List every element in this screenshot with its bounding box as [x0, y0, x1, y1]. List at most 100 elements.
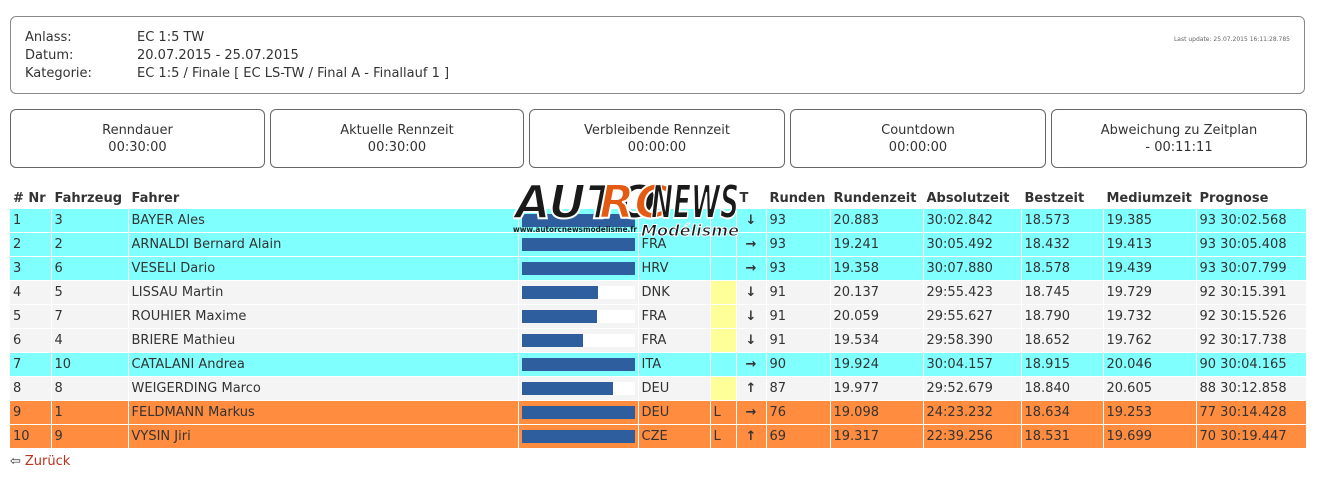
laps-cell: 69	[766, 424, 831, 449]
progress-bar	[521, 238, 635, 251]
medium-time-cell: 19.253	[1103, 400, 1197, 425]
abs-time-cell: 29:55.423	[923, 280, 1022, 305]
progress-bar-fill	[521, 430, 635, 443]
pos-cell: 3	[10, 256, 52, 281]
timer-label: Countdown	[881, 123, 955, 138]
col-prognose[interactable]: Prognose	[1196, 188, 1307, 209]
medium-time-cell: 20.605	[1103, 376, 1197, 401]
nr-cell: 9	[51, 424, 129, 449]
lap-time-cell: 19.241	[830, 232, 924, 257]
country-cell	[638, 209, 711, 233]
last-update: Last update: 25.07.2015 16:11:28.785	[1173, 36, 1290, 43]
best-time-cell: 18.634	[1021, 400, 1104, 425]
trend-arrow-cell: ↓	[736, 280, 767, 305]
country-cell: HRV	[638, 256, 711, 281]
progress-bar-fill	[521, 310, 598, 323]
abs-time-cell: 30:04.157	[923, 352, 1022, 377]
best-time-cell: 18.578	[1021, 256, 1104, 281]
flag-cell	[710, 232, 737, 257]
driver-cell: CATALANI Andrea	[128, 352, 519, 377]
driver-cell: WEIGERDING Marco	[128, 376, 519, 401]
nr-cell: 2	[51, 232, 129, 257]
nr-cell: 6	[51, 256, 129, 281]
pos-cell: 1	[10, 209, 52, 233]
lap-time-cell: 19.358	[830, 256, 924, 281]
prognose-cell: 92 30:17.738	[1196, 328, 1307, 353]
medium-time-cell: 19.729	[1103, 280, 1197, 305]
timer-value: - 00:11:11	[1145, 140, 1213, 155]
nr-cell: 5	[51, 280, 129, 305]
col-trend[interactable]: T	[736, 188, 767, 209]
col-nr[interactable]: # Nr	[10, 188, 52, 209]
back-link[interactable]: ⇦ Zurück	[10, 454, 70, 469]
timer-aktuelle-rennzeit: Aktuelle Rennzeit 00:30:00	[270, 109, 524, 168]
table-row: 10 9 VYSIN Jiri CZE L ↑ 69 19.317 22:39.256 18.53…	[10, 424, 1307, 449]
flag-cell	[710, 304, 737, 329]
pos-cell: 2	[10, 232, 52, 257]
col-flag	[710, 188, 737, 209]
col-fahrer[interactable]: Fahrer	[128, 188, 519, 209]
nr-cell: 10	[51, 352, 129, 377]
driver-cell: FELDMANN Markus	[128, 400, 519, 425]
best-time-cell: 18.531	[1021, 424, 1104, 449]
prognose-cell: 93 30:05.408	[1196, 232, 1307, 257]
prognose-cell: 93 30:07.799	[1196, 256, 1307, 281]
flag-cell	[710, 209, 737, 233]
progress-bar	[521, 430, 635, 443]
medium-time-cell: 19.732	[1103, 304, 1197, 329]
flag-cell	[710, 280, 737, 305]
col-fahrzeug[interactable]: Fahrzeug	[51, 188, 129, 209]
timer-label: Aktuelle Rennzeit	[340, 123, 454, 138]
progress-bar	[521, 214, 635, 227]
kategorie-value: EC 1:5 / Finale [ EC LS-TW / Final A - F…	[137, 66, 450, 81]
trend-arrow-cell: ↓	[736, 209, 767, 233]
col-runden[interactable]: Runden	[766, 188, 831, 209]
lap-time-cell: 19.977	[830, 376, 924, 401]
progress-bar	[521, 262, 635, 275]
driver-cell: ROUHIER Maxime	[128, 304, 519, 329]
prognose-cell: 93 30:02.568	[1196, 209, 1307, 233]
progress-bar-fill	[521, 358, 635, 371]
kategorie-row: Kategorie: EC 1:5 / Finale [ EC LS-TW / F…	[25, 65, 449, 83]
country-cell: FRA	[638, 304, 711, 329]
col-mediumzeit[interactable]: Mediumzeit	[1103, 188, 1197, 209]
progress-cell	[518, 376, 639, 401]
best-time-cell: 18.915	[1021, 352, 1104, 377]
flag-cell	[710, 328, 737, 353]
table-row: 5 7 ROUHIER Maxime FRA ↓ 91 20.059 29:55.627 18.…	[10, 304, 1307, 329]
progress-bar-fill	[521, 286, 599, 299]
anlass-label: Anlass:	[25, 30, 72, 45]
best-time-cell: 18.790	[1021, 304, 1104, 329]
flag-cell: L	[710, 400, 737, 425]
table-row: 3 6 VESELI Dario HRV → 93 19.358 30:07.880 18.57…	[10, 256, 1307, 281]
event-info-box: Anlass: EC 1:5 TW Datum: 20.07.2015 - 25.0…	[10, 16, 1305, 94]
timer-label: Verbleibende Rennzeit	[583, 123, 731, 138]
progress-cell	[518, 232, 639, 257]
anlass-value: EC 1:5 TW	[137, 30, 205, 45]
table-row: 8 8 WEIGERDING Marco DEU ↑ 87 19.977 29:52.679 1…	[10, 376, 1307, 401]
datum-label: Datum:	[25, 48, 74, 63]
country-cell: DEU	[638, 376, 711, 401]
table-row: 2 2 ARNALDI Bernard Alain FRA → 93 19.241 30:05…	[10, 232, 1307, 257]
progress-bar-fill	[521, 334, 583, 347]
laps-cell: 90	[766, 352, 831, 377]
col-absolutzeit[interactable]: Absolutzeit	[923, 188, 1022, 209]
progress-bar-fill	[521, 238, 635, 251]
best-time-cell: 18.652	[1021, 328, 1104, 353]
abs-time-cell: 29:52.679	[923, 376, 1022, 401]
trend-arrow-cell: ↑	[736, 376, 767, 401]
progress-bar	[521, 310, 635, 323]
col-bestzeit[interactable]: Bestzeit	[1021, 188, 1104, 209]
laps-cell: 87	[766, 376, 831, 401]
col-rundenzeit[interactable]: Rundenzeit	[830, 188, 924, 209]
results-table: # Nr Fahrzeug Fahrer T Runden Rundenzeit…	[10, 188, 1307, 449]
nr-cell: 1	[51, 400, 129, 425]
back-arrow-icon: ⇦	[10, 454, 21, 469]
prognose-cell: 90 30:04.165	[1196, 352, 1307, 377]
progress-cell	[518, 424, 639, 449]
abs-time-cell: 30:07.880	[923, 256, 1022, 281]
driver-cell: LISSAU Martin	[128, 280, 519, 305]
timer-countdown: Countdown 00:00:00	[790, 109, 1046, 168]
laps-cell: 93	[766, 232, 831, 257]
trend-arrow-cell: ↓	[736, 304, 767, 329]
